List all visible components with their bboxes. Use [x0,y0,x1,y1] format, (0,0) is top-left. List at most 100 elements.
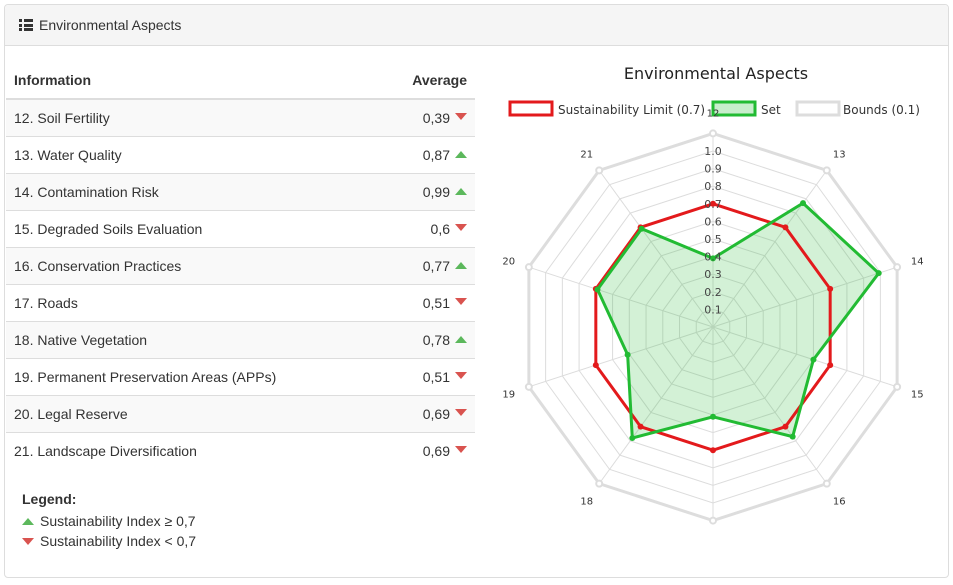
triangle-down-icon [22,537,34,545]
triangle-down-icon [455,223,467,231]
limit-point [710,200,716,207]
row-average-value: 0,77 [422,258,450,274]
legend-title: Legend: [22,491,77,507]
set-point [800,200,807,207]
legend-label: Bounds (0.1) [843,103,920,117]
limit-point [782,423,789,430]
row-average-value: 0,99 [422,184,450,200]
table-row: 17. Roads 0,51 [6,284,475,322]
legend-row-down: Sustainability Index < 0,7 [22,531,196,551]
row-average: 0,39 [379,98,475,137]
limit-point [827,362,834,369]
set-point [810,356,817,363]
row-average: 0,78 [379,321,475,359]
row-average-value: 0,51 [422,295,450,311]
table-row: 15. Degraded Soils Evaluation 0,6 [6,210,475,248]
category-label: 16 [833,497,846,508]
category-label: 20 [502,257,515,268]
row-label: 16. Conservation Practices [6,247,380,285]
series-set-area [597,203,879,439]
row-average-value: 0,39 [422,110,450,126]
table-row: 19. Permanent Preservation Areas (APPs) 0… [6,358,475,396]
triangle-down-icon [455,408,467,416]
row-average: 0,69 [379,432,475,469]
bounds-point [595,166,604,175]
table-row: 20. Legal Reserve 0,69 [6,395,475,433]
table-row: 16. Conservation Practices 0,77 [6,247,475,285]
row-average: 0,6 [379,210,475,248]
set-point [710,255,716,262]
bounds-point [524,382,533,391]
grid-spoke [528,326,714,388]
set-point [594,286,601,293]
panel-heading: Environmental Aspects [5,5,948,46]
triangle-up-icon [22,517,34,525]
row-average-value: 0,69 [422,443,450,459]
row-label: 19. Permanent Preservation Areas (APPs) [6,358,380,396]
set-point [638,225,645,232]
set-point [789,433,796,440]
legend-up-text: Sustainability Index ≥ 0,7 [40,513,196,529]
legend-swatch [508,100,554,117]
radial-tick-label: 0.4 [704,251,722,264]
category-label: 18 [580,497,593,508]
category-label: 14 [911,257,924,268]
row-average: 0,51 [379,284,475,322]
category-label: 15 [911,389,924,400]
row-average-value: 0,69 [422,406,450,422]
set-point [624,351,631,358]
row-average-value: 0,6 [430,221,450,237]
column-header-average: Average [379,61,475,100]
grid-spoke [712,326,898,388]
triangle-up-icon [455,187,467,195]
set-point [629,435,636,442]
legend-swatch [711,100,757,117]
row-average: 0,51 [379,358,475,396]
triangle-down-icon [455,445,467,453]
table-row: 14. Contamination Risk 0,99 [6,173,475,211]
row-label: 18. Native Vegetation [6,321,380,359]
row-label: 12. Soil Fertility [6,98,380,137]
list-icon [19,19,33,31]
grid-spoke [712,170,828,328]
bounds-point [524,263,533,272]
bounds-point [709,516,717,525]
triangle-down-icon [455,297,467,305]
radial-tick-label: 0.5 [704,233,722,246]
category-label: 12 [707,108,720,119]
triangle-down-icon [455,371,467,379]
row-label: 20. Legal Reserve [6,395,380,433]
row-average-value: 0,78 [422,332,450,348]
row-label: 13. Water Quality [6,136,380,174]
grid-spoke [598,170,714,328]
legend-label: Sustainability Limit (0.7) [558,103,705,117]
row-label: 21. Landscape Diversification [6,432,380,469]
column-header-information: Information [6,61,380,100]
grid-spoke [712,266,898,328]
category-label: 13 [833,149,846,160]
row-average-value: 0,51 [422,369,450,385]
radial-tick-label: 0.3 [704,268,722,281]
info-table: Information Average 12. Soil Fertility 0,… [6,61,475,469]
table-header-row: Information Average [6,61,475,100]
legend-down-text: Sustainability Index < 0,7 [40,533,197,549]
radial-tick-label: 1.0 [704,145,722,158]
row-label: 15. Degraded Soils Evaluation [6,210,380,248]
triangle-down-icon [455,112,467,120]
radial-tick-label: 0.8 [704,180,722,193]
row-average: 0,69 [379,395,475,433]
legend-row-up: Sustainability Index ≥ 0,7 [22,511,196,531]
bounds-point [595,479,604,488]
table-row: 18. Native Vegetation 0,78 [6,321,475,359]
grid-spoke [528,266,714,328]
grid-spoke [598,326,714,484]
set-point [710,413,716,420]
bounds-point [893,382,902,391]
table-row: 12. Soil Fertility 0,39 [6,98,475,137]
radial-tick-label: 0.2 [704,286,722,299]
triangle-up-icon [455,335,467,343]
limit-point [592,362,599,369]
chart-title: Environmental Aspects [624,64,808,83]
bounds-point [893,263,902,272]
row-average: 0,77 [379,247,475,285]
